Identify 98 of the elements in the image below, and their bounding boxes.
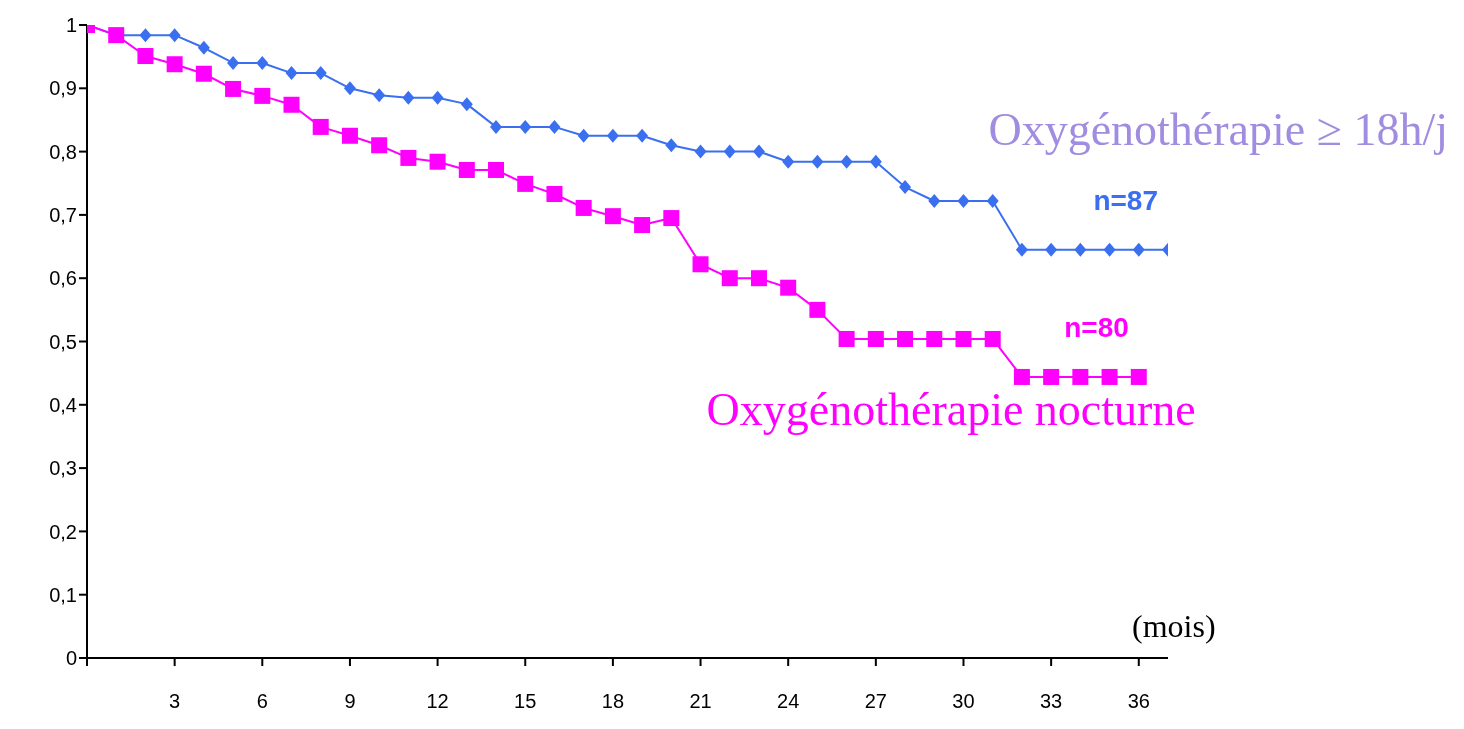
point xyxy=(1074,242,1087,257)
x-tick-label: 24 xyxy=(777,690,800,713)
x-tick-label: 30 xyxy=(952,690,975,713)
point xyxy=(460,97,473,112)
point xyxy=(139,28,152,43)
point xyxy=(986,193,999,208)
x-tick-label: 21 xyxy=(689,690,712,713)
point xyxy=(721,270,738,287)
point xyxy=(1015,242,1028,257)
point xyxy=(928,193,941,208)
x-tick-label: 3 xyxy=(169,690,181,713)
point xyxy=(606,128,619,143)
point xyxy=(840,154,853,169)
point xyxy=(604,208,621,225)
point xyxy=(197,40,210,55)
point xyxy=(402,90,415,105)
point xyxy=(926,330,943,347)
point xyxy=(225,80,242,97)
annotation: n=87 xyxy=(1093,184,1158,216)
point xyxy=(575,199,592,216)
point xyxy=(546,186,563,203)
point xyxy=(1043,368,1060,385)
point xyxy=(400,149,417,166)
y-tick-label: 0,3 xyxy=(49,457,77,480)
point xyxy=(227,55,240,70)
point xyxy=(838,330,855,347)
point xyxy=(1101,368,1118,385)
point xyxy=(634,217,651,234)
point xyxy=(663,210,680,227)
point xyxy=(254,87,271,104)
point xyxy=(899,180,912,195)
point xyxy=(195,65,212,82)
point xyxy=(780,279,797,296)
point xyxy=(517,175,534,192)
x-tick-label: 6 xyxy=(256,690,268,713)
y-tick-label: 0,6 xyxy=(49,267,77,290)
x-axis-title: (mois) xyxy=(1132,608,1216,645)
series-label: Oxygénothérapie ≥ 18h/j xyxy=(988,103,1448,155)
point xyxy=(458,161,475,178)
y-tick-label: 0,1 xyxy=(49,583,77,606)
point xyxy=(577,128,590,143)
point xyxy=(256,55,269,70)
point xyxy=(1072,368,1089,385)
point xyxy=(343,81,356,96)
y-tick-label: 0 xyxy=(65,647,77,670)
point xyxy=(955,330,972,347)
point xyxy=(137,48,154,65)
point xyxy=(957,193,970,208)
point xyxy=(1132,242,1145,257)
point xyxy=(692,256,709,273)
x-tick-label: 15 xyxy=(514,690,537,713)
point xyxy=(166,56,183,73)
point xyxy=(869,154,882,169)
point xyxy=(636,128,649,143)
y-tick-label: 0,2 xyxy=(49,520,77,543)
point xyxy=(490,119,503,134)
x-tick-label: 12 xyxy=(426,690,449,713)
x-tick-label: 9 xyxy=(344,690,356,713)
y-tick-label: 0,7 xyxy=(49,204,77,226)
point xyxy=(750,270,767,287)
x-tick-label: 27 xyxy=(864,690,887,713)
y-tick-label: 0,8 xyxy=(49,140,77,163)
point xyxy=(1013,368,1030,385)
point xyxy=(285,66,298,81)
point xyxy=(665,138,678,153)
point xyxy=(371,137,388,154)
point xyxy=(809,301,826,318)
series-label: Oxygénothérapie nocturne xyxy=(706,383,1196,435)
point xyxy=(314,66,327,81)
point xyxy=(168,28,181,43)
point xyxy=(782,154,795,169)
annotation: n=80 xyxy=(1064,311,1129,343)
point xyxy=(312,118,329,135)
point xyxy=(984,330,1001,347)
point xyxy=(897,330,914,347)
point xyxy=(1103,242,1116,257)
point xyxy=(548,119,561,134)
y-tick-label: 0,4 xyxy=(49,393,77,416)
point xyxy=(1130,368,1147,385)
point xyxy=(429,153,446,170)
point xyxy=(867,330,884,347)
point xyxy=(341,127,358,144)
point xyxy=(488,161,505,178)
point xyxy=(283,96,300,113)
point xyxy=(694,144,707,159)
y-tick-label: 0,5 xyxy=(49,330,77,353)
y-tick-label: 1 xyxy=(65,14,77,37)
point xyxy=(1045,242,1058,257)
point xyxy=(811,154,824,169)
x-tick-label: 33 xyxy=(1040,690,1063,713)
point xyxy=(723,144,736,159)
y-tick-label: 0,9 xyxy=(49,77,77,100)
point xyxy=(431,90,444,105)
x-tick-label: 18 xyxy=(601,690,625,713)
x-tick-label: 36 xyxy=(1127,690,1150,713)
point xyxy=(752,144,765,159)
point xyxy=(373,88,386,103)
point xyxy=(519,119,532,134)
